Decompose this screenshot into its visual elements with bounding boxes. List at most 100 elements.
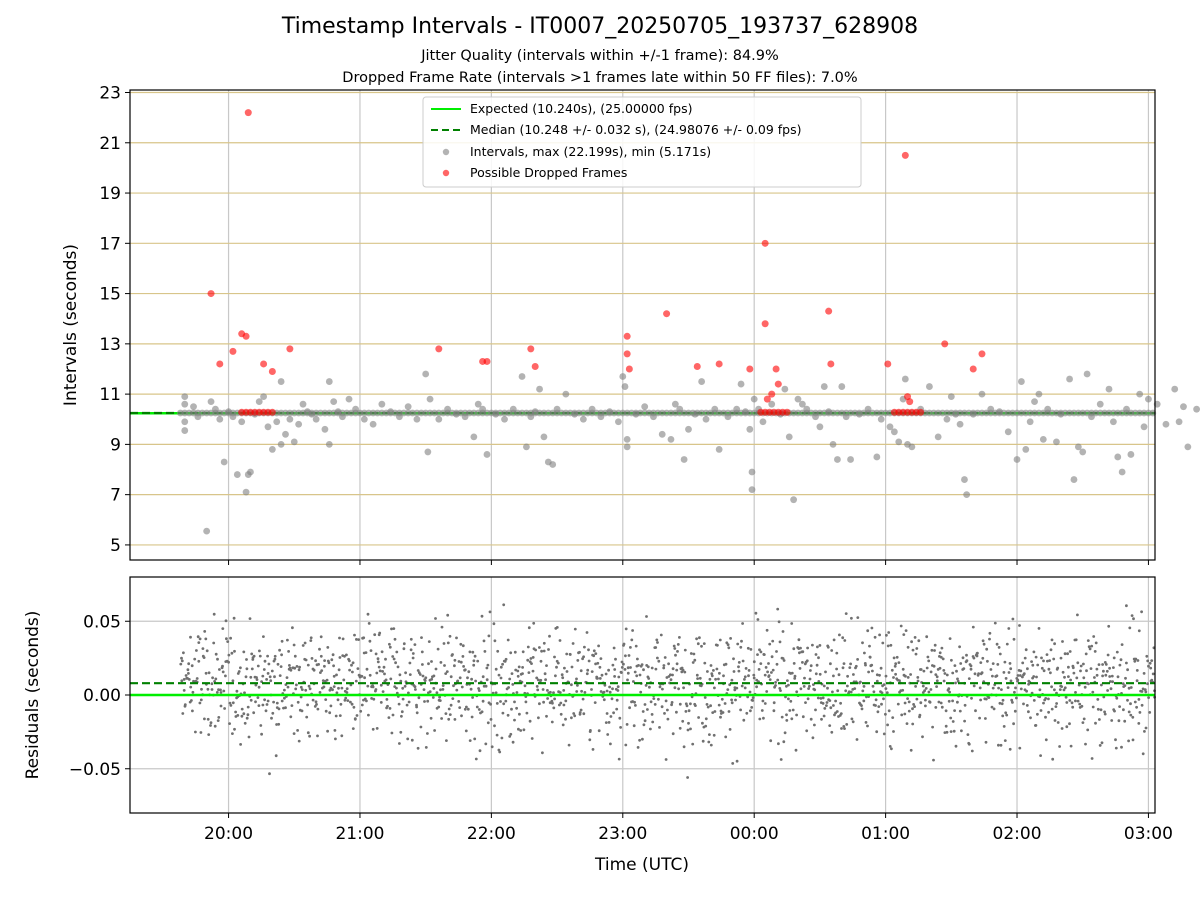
interval-point (886, 423, 894, 431)
residual-point (499, 665, 503, 669)
residual-point (641, 710, 645, 713)
residual-point (733, 688, 737, 692)
residual-point (542, 641, 546, 645)
residual-point (1086, 728, 1090, 732)
residual-point (878, 673, 881, 677)
residual-point (1087, 682, 1090, 686)
residual-point (556, 661, 560, 665)
residual-point (752, 673, 756, 677)
residual-point (597, 729, 601, 733)
residual-point (765, 628, 769, 632)
residual-point (280, 653, 283, 657)
residual-point (1061, 670, 1065, 674)
residual-point (650, 666, 654, 670)
interval-point (501, 415, 508, 423)
residual-point (1013, 709, 1017, 713)
residual-point (351, 670, 354, 674)
residual-point (768, 678, 772, 681)
residual-point (704, 724, 708, 728)
residual-point (298, 665, 301, 669)
residual-point (836, 689, 840, 693)
residual-point (851, 720, 855, 724)
dropped-frame-point (435, 345, 443, 353)
residual-point (809, 717, 813, 721)
residual-point (1002, 671, 1006, 674)
residual-point (548, 634, 551, 638)
residual-point (696, 642, 700, 646)
residual-point (715, 667, 719, 671)
residual-point (843, 727, 846, 730)
residual-point (590, 688, 593, 691)
interval-point (207, 398, 215, 406)
residual-point (1035, 675, 1038, 679)
residual-point (1046, 659, 1049, 663)
residual-point (559, 712, 563, 716)
residual-point (766, 670, 769, 674)
residual-point (409, 637, 413, 641)
residual-point (1079, 664, 1083, 668)
residual-point (434, 617, 437, 620)
residual-point (463, 668, 467, 672)
residual-point (929, 688, 933, 691)
residual-point (186, 668, 190, 672)
residual-point (452, 684, 455, 688)
residual-point (351, 727, 355, 730)
residual-point (318, 647, 321, 651)
residual-point (726, 688, 730, 691)
interval-point (1031, 398, 1038, 406)
interval-point (671, 400, 679, 408)
residual-point (711, 711, 715, 714)
residual-point (307, 684, 311, 688)
residual-point (835, 710, 839, 713)
residual-point (790, 717, 794, 721)
interval-point (242, 488, 250, 496)
residual-point (553, 697, 556, 701)
residual-point (914, 685, 917, 688)
residual-point (1145, 654, 1149, 658)
dropped-frame-point (623, 350, 631, 358)
residual-point (585, 631, 589, 634)
residual-point (864, 721, 868, 724)
interval-point (785, 433, 793, 441)
residual-point (942, 679, 946, 683)
residual-point (304, 688, 308, 692)
residual-point (181, 712, 185, 715)
residual-point (226, 640, 230, 643)
residual-point (517, 665, 521, 669)
residual-point (612, 646, 616, 650)
residual-point (627, 654, 631, 657)
residual-point (567, 743, 571, 747)
residual-point (806, 697, 810, 701)
residual-point (289, 668, 293, 672)
residual-point (990, 705, 994, 709)
residual-point (685, 704, 689, 708)
residual-point (911, 648, 915, 652)
residual-point (516, 674, 520, 678)
residual-point (835, 651, 839, 655)
interval-point (1193, 405, 1200, 413)
residual-point (777, 620, 781, 624)
residual-point (867, 670, 870, 674)
residual-point (987, 696, 991, 699)
residual-point (1001, 714, 1005, 718)
residual-point (488, 610, 492, 614)
residual-point (620, 671, 623, 674)
residual-point (357, 638, 360, 641)
residual-point (1143, 688, 1147, 692)
residual-point (371, 727, 375, 731)
chart-subtitle-jitter: Jitter Quality (intervals within +/-1 fr… (421, 48, 779, 64)
residual-point (663, 712, 666, 715)
residual-point (771, 668, 775, 672)
residual-point (877, 705, 881, 708)
residual-point (422, 688, 426, 691)
residual-point (398, 673, 402, 677)
residual-point (1101, 663, 1104, 666)
residual-point (501, 662, 504, 666)
residual-point (611, 687, 614, 691)
residual-point (1010, 698, 1014, 702)
residual-point (658, 685, 662, 689)
residual-point (404, 671, 407, 675)
residual-point (519, 729, 523, 732)
residual-point (193, 657, 197, 661)
residual-point (323, 664, 326, 668)
